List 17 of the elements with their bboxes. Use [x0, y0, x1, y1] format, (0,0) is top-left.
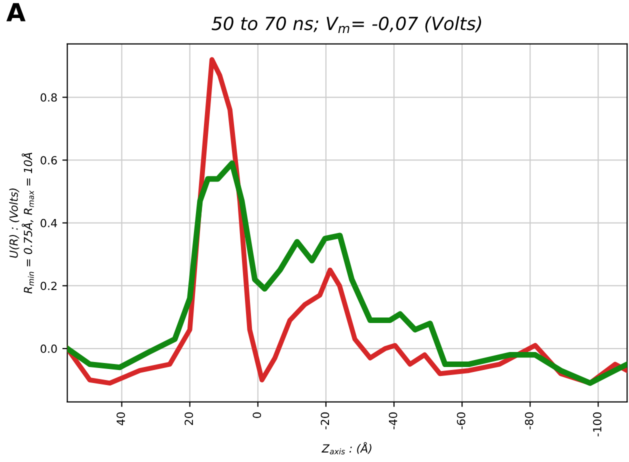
y-tick-label: 0.6: [40, 156, 57, 164]
y-tick-label: 0.8: [40, 93, 57, 102]
x-tick-label: 0: [252, 412, 262, 418]
x-tick-label: -80: [524, 412, 534, 430]
y-tick-label: 0.2: [40, 282, 56, 290]
x-axis-title: Z$_{axis}$ : (Å): [322, 442, 372, 454]
x-tick-label: -40: [388, 412, 398, 430]
x-tick-label: -60: [456, 412, 466, 430]
x-tick-label: 40: [116, 412, 125, 426]
text: A: [6, 3, 26, 22]
x-tick-label: -100: [593, 412, 602, 436]
chart-title: 50 to 70 ns; V$_{m}$= -0,07 (Volts): [212, 16, 482, 33]
x-tick-label: -20: [320, 412, 330, 430]
y-tick-label: 0.0: [40, 344, 57, 353]
y-tick-label: 0.4: [40, 218, 57, 228]
text: U(R) : (Volts) R$_{min}$ = 0.75Å, R$_{max}$ = 10Å: [9, 152, 34, 294]
x-tick-label: 20: [184, 412, 194, 425]
